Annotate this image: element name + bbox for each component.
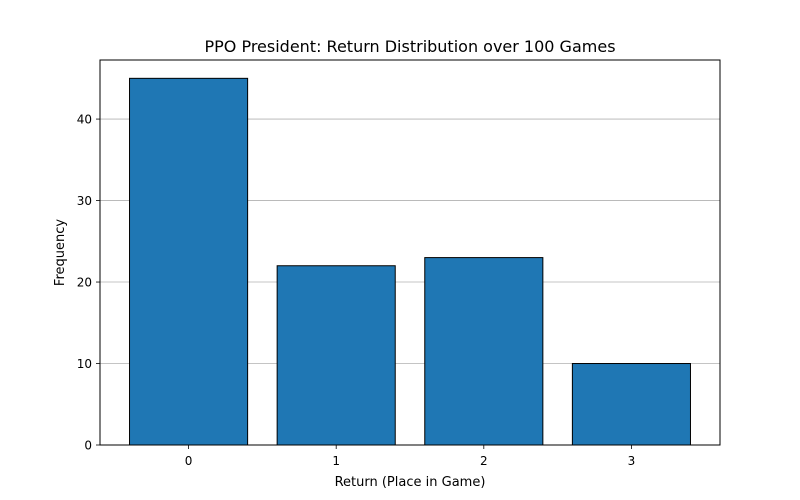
y-tick-label: 20: [77, 276, 92, 290]
y-axis-label: Frequency: [53, 219, 68, 286]
bar-2: [424, 257, 544, 446]
x-tick-label: 3: [628, 454, 636, 468]
x-tick-label: 2: [480, 454, 488, 468]
x-tick-label: 1: [332, 454, 340, 468]
bars: [129, 77, 691, 446]
y-tick-label: 10: [77, 357, 92, 371]
plot-area-frame: [99, 59, 721, 446]
bar-3: [571, 363, 691, 446]
y-tick-label: 0: [84, 439, 92, 453]
chart-title: PPO President: Return Distribution over …: [204, 37, 615, 56]
bar-0: [129, 77, 249, 446]
x-axis-ticks: 0 1 2 3: [185, 445, 635, 468]
y-axis-ticks: 0 10 20 30 40: [77, 113, 100, 453]
bar-1: [276, 265, 396, 446]
y-tick-label: 40: [77, 113, 92, 127]
x-tick-label: 0: [185, 454, 193, 468]
x-axis-label: Return (Place in Game): [335, 475, 486, 490]
y-tick-label: 30: [77, 194, 92, 208]
